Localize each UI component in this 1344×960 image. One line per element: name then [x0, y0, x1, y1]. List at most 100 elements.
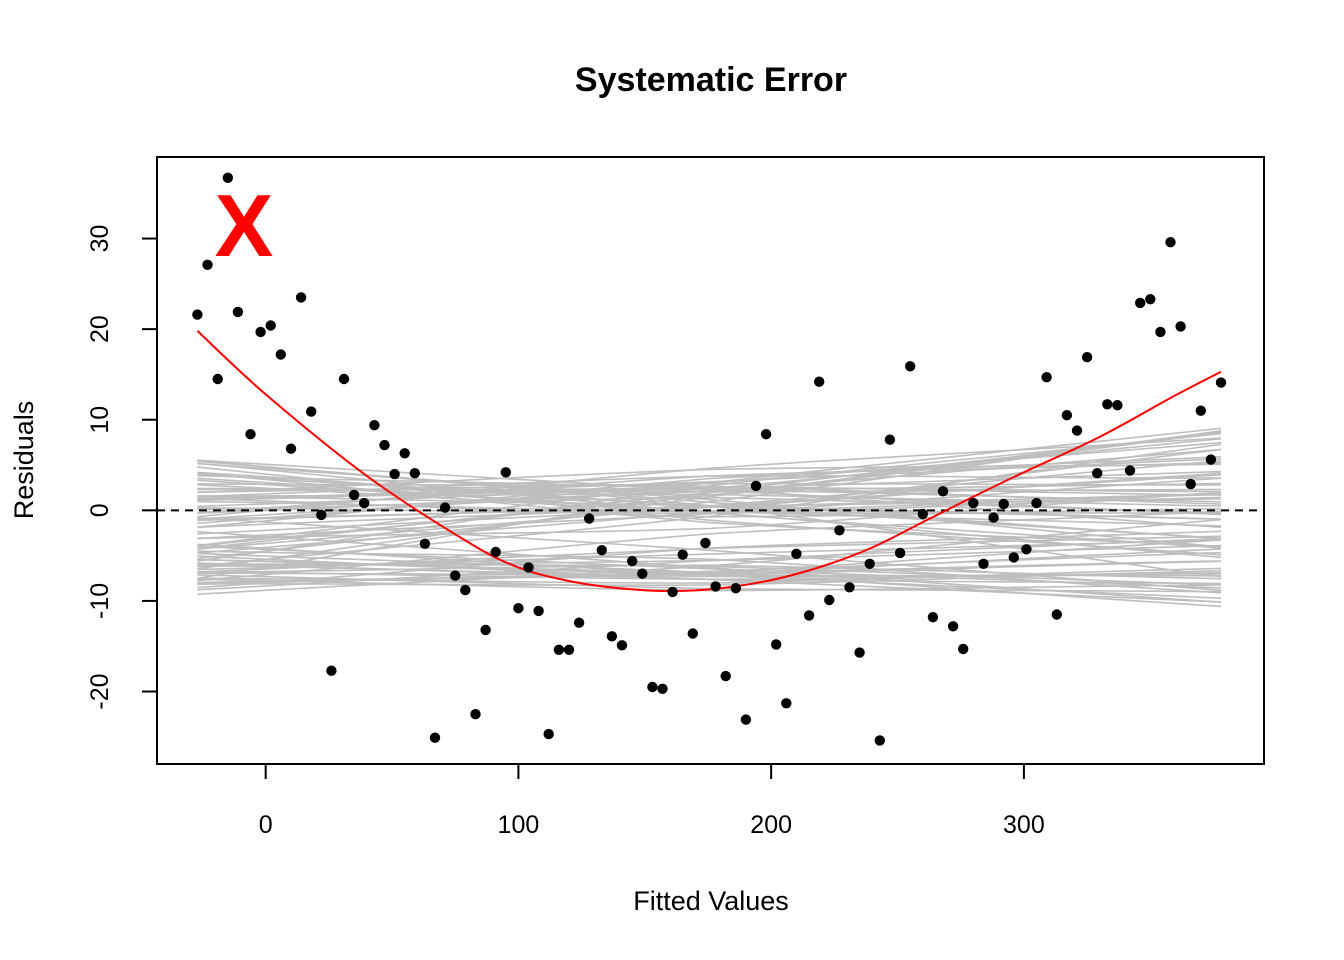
y-axis-label: Residuals	[9, 401, 39, 520]
data-point	[533, 605, 544, 617]
data-point	[439, 502, 451, 513]
data-point	[1112, 400, 1123, 411]
data-point	[616, 640, 628, 651]
data-point	[480, 624, 491, 636]
data-point	[1175, 321, 1186, 332]
data-point	[803, 610, 815, 621]
data-point	[1215, 377, 1227, 388]
data-point	[874, 735, 885, 746]
data-point	[596, 545, 607, 556]
data-point	[844, 582, 855, 593]
data-point	[543, 728, 554, 740]
data-point	[192, 309, 203, 320]
envelope-curves	[197, 427, 1222, 608]
data-point	[316, 509, 327, 521]
data-point	[1071, 425, 1083, 436]
x-tick-label: 200	[750, 811, 792, 839]
data-point	[854, 647, 865, 658]
data-point	[606, 631, 618, 642]
data-point	[647, 681, 658, 693]
envelope-curve	[197, 493, 1222, 507]
data-point	[584, 513, 595, 524]
y-tick-label: 30	[86, 225, 114, 253]
data-point	[760, 429, 772, 440]
data-point	[905, 361, 916, 372]
data-point	[1185, 478, 1196, 490]
data-point	[460, 584, 471, 596]
data-point	[348, 489, 360, 501]
data-point	[988, 512, 999, 523]
data-point	[677, 549, 688, 560]
data-point	[824, 594, 835, 606]
envelope-curve	[197, 432, 1222, 570]
data-point	[700, 537, 711, 549]
data-point	[927, 612, 939, 623]
data-point	[1031, 497, 1042, 509]
data-point	[1195, 405, 1207, 416]
data-point	[958, 643, 969, 655]
data-point	[232, 306, 244, 318]
data-point	[750, 480, 762, 492]
data-point	[1165, 237, 1176, 248]
data-point	[389, 468, 400, 480]
data-point	[450, 570, 461, 581]
data-point	[864, 558, 875, 569]
data-point	[500, 467, 511, 478]
envelope-curve	[197, 484, 1222, 515]
envelope-curve	[197, 466, 1222, 556]
data-point	[740, 714, 752, 725]
x-tick-label: 100	[498, 811, 540, 839]
data-point	[399, 448, 410, 459]
x-tick-label: 300	[1003, 811, 1045, 839]
envelope-curve	[197, 530, 1222, 589]
data-point	[326, 665, 337, 676]
envelope-curve	[197, 491, 1222, 540]
data-point	[513, 603, 524, 614]
data-point	[937, 486, 949, 497]
data-point	[1205, 454, 1217, 465]
data-point	[1102, 399, 1113, 410]
x-axis: 0 100 200 300	[259, 763, 1045, 839]
data-point	[338, 373, 350, 385]
data-point	[978, 558, 989, 569]
data-point	[1124, 465, 1136, 476]
fit-curve	[196, 330, 1222, 593]
data-point	[1041, 372, 1052, 383]
data-point	[1145, 294, 1156, 305]
data-point	[1135, 297, 1146, 309]
data-point	[1081, 352, 1093, 363]
envelope-curve	[197, 558, 1222, 574]
data-point	[490, 546, 501, 558]
data-point	[730, 583, 741, 594]
data-point	[295, 292, 307, 303]
data-point	[720, 670, 731, 682]
data-point	[222, 172, 233, 183]
y-tick-label: 20	[86, 315, 114, 343]
y-axis: -20 -10 0 10 20 30	[86, 225, 158, 710]
y-tick-label: -10	[86, 583, 114, 619]
data-point	[894, 547, 906, 559]
data-point	[947, 621, 959, 632]
y-tick-label: 0	[86, 503, 114, 517]
data-point	[429, 732, 441, 743]
data-point	[285, 443, 297, 454]
data-point	[814, 376, 825, 387]
x-tick-label: 0	[259, 811, 273, 839]
data-point	[627, 555, 638, 567]
envelope-curve	[197, 459, 1222, 516]
data-point	[202, 259, 213, 270]
data-point	[573, 617, 585, 628]
data-point	[834, 525, 845, 536]
data-point	[1051, 609, 1063, 620]
data-point	[245, 429, 256, 440]
marker-x-label: X	[215, 176, 274, 275]
data-point	[1155, 326, 1166, 338]
data-point	[771, 639, 782, 650]
data-point	[637, 568, 648, 579]
data-point	[409, 468, 420, 479]
x-axis-label: Fitted Values	[633, 886, 789, 916]
data-point	[1092, 468, 1103, 479]
data-point	[657, 683, 668, 694]
data-point	[781, 698, 792, 709]
